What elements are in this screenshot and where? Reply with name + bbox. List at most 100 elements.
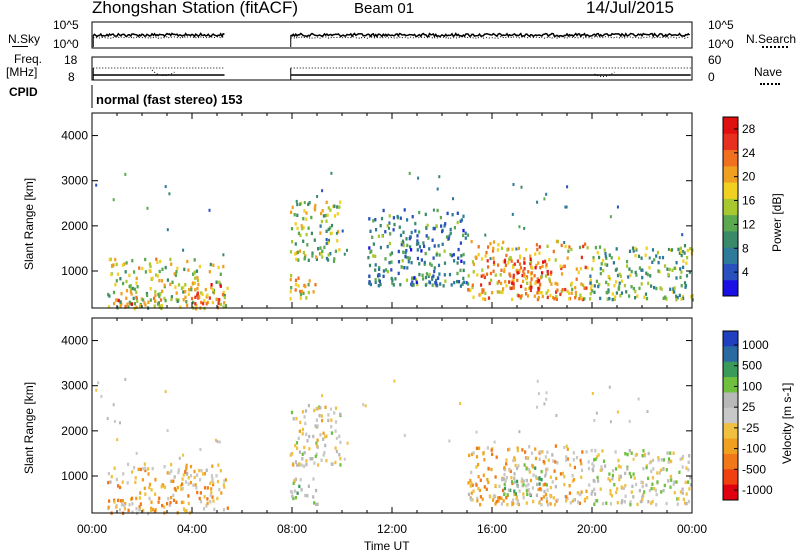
heatmap-cell: [510, 259, 513, 263]
heatmap-cell: [688, 270, 691, 274]
heatmap-cell: [298, 249, 301, 253]
heatmap-cell: [169, 257, 172, 262]
heatmap-cell: [568, 291, 571, 295]
heatmap-cell: [489, 242, 492, 246]
heatmap-cell: [206, 501, 209, 506]
heatmap-cell: [294, 460, 297, 464]
heatmap-cell: [679, 457, 682, 461]
heatmap-cell: [135, 276, 138, 281]
heatmap-cell: [457, 247, 460, 252]
heatmap-cell: [552, 295, 555, 300]
heatmap-cell: [408, 236, 411, 241]
heatmap-cell: [559, 472, 562, 476]
heatmap-cell: [303, 464, 306, 468]
heatmap-cell: [197, 296, 200, 300]
heatmap-cell: [424, 212, 427, 217]
heatmap-cell: [148, 486, 151, 490]
heatmap-cell: [632, 286, 635, 291]
heatmap-cell: [327, 253, 330, 257]
heatmap-cell: [600, 465, 603, 469]
heatmap-cell: [397, 271, 400, 276]
heatmap-cell: [382, 274, 385, 278]
heatmap-cell: [192, 483, 195, 487]
heatmap-cell: [289, 297, 292, 301]
heatmap-cell: [292, 417, 295, 421]
heatmap-cell: [211, 479, 214, 483]
heatmap-cell: [149, 287, 152, 291]
heatmap-cell: [130, 302, 133, 306]
heatmap-cell: [170, 297, 173, 302]
heatmap-cell: [565, 495, 568, 499]
heatmap-cell: [471, 283, 474, 287]
heatmap-cell: [311, 457, 314, 461]
heatmap-cell: [483, 458, 486, 462]
heatmap-cell: [538, 279, 541, 283]
heatmap-cell: [500, 496, 503, 501]
heatmap-cell: [319, 231, 322, 235]
heatmap-cell: [166, 429, 169, 433]
heatmap-cell: [118, 508, 122, 512]
heatmap-cell: [534, 466, 537, 470]
heatmap-cell: [135, 281, 138, 285]
heatmap-cell: [182, 285, 185, 290]
heatmap-cell: [580, 475, 583, 479]
heatmap-cell: [641, 454, 644, 458]
heatmap-cell: [593, 502, 596, 506]
heatmap-cell: [100, 394, 103, 398]
velocity-colorbar-label: -25: [742, 421, 760, 435]
heatmap-cell: [508, 447, 511, 451]
heatmap-cell: [518, 489, 521, 493]
heatmap-cell: [95, 388, 98, 392]
heatmap-cell: [522, 479, 525, 483]
heatmap-cell: [133, 270, 136, 274]
heatmap-cell: [453, 280, 456, 285]
heatmap-cell: [511, 281, 514, 285]
heatmap-cell: [481, 497, 484, 501]
heatmap-cell: [494, 483, 497, 488]
heatmap-cell: [221, 293, 225, 297]
heatmap-cell: [400, 243, 403, 247]
heatmap-cell: [144, 303, 147, 307]
heatmap-cell: [563, 474, 566, 479]
heatmap-cell: [425, 225, 428, 230]
heatmap-cell: [119, 485, 122, 490]
heatmap-cell: [583, 297, 586, 301]
heatmap-cell: [502, 488, 505, 493]
heatmap-cell: [432, 208, 435, 212]
heatmap-cell: [108, 257, 111, 262]
heatmap-cell: [555, 476, 558, 481]
heatmap-cell: [195, 304, 198, 308]
heatmap-cell: [524, 450, 527, 454]
heatmap-cell: [653, 285, 656, 290]
heatmap-cell: [334, 420, 338, 424]
heatmap-cell: [655, 254, 658, 258]
heatmap-cell: [330, 462, 333, 466]
heatmap-cell: [493, 262, 496, 266]
velocity-panel-bg: [92, 318, 692, 513]
heatmap-cell: [678, 293, 681, 298]
heatmap-cell: [534, 266, 537, 270]
heatmap-cell: [658, 471, 661, 475]
heatmap-cell: [424, 251, 427, 256]
heatmap-cell: [160, 303, 163, 308]
heatmap-cell: [687, 480, 690, 484]
heatmap-cell: [195, 486, 198, 490]
heatmap-cell: [453, 226, 456, 230]
heatmap-cell: [450, 283, 453, 287]
heatmap-cell: [133, 466, 136, 470]
heatmap-cell: [513, 489, 516, 493]
heatmap-cell: [292, 496, 295, 501]
heatmap-cell: [327, 227, 330, 232]
heatmap-cell: [634, 254, 637, 258]
heatmap-cell: [545, 391, 548, 395]
heatmap-cell: [402, 250, 405, 254]
heatmap-cell: [219, 272, 222, 276]
heatmap-cell: [436, 187, 439, 191]
heatmap-cell: [528, 492, 531, 496]
heatmap-cell: [606, 297, 609, 301]
heatmap-cell: [216, 479, 220, 484]
heatmap-cell: [193, 258, 196, 262]
heatmap-cell: [682, 497, 685, 502]
heatmap-cell: [305, 459, 308, 463]
x-tick-label: 00:00: [677, 522, 707, 536]
